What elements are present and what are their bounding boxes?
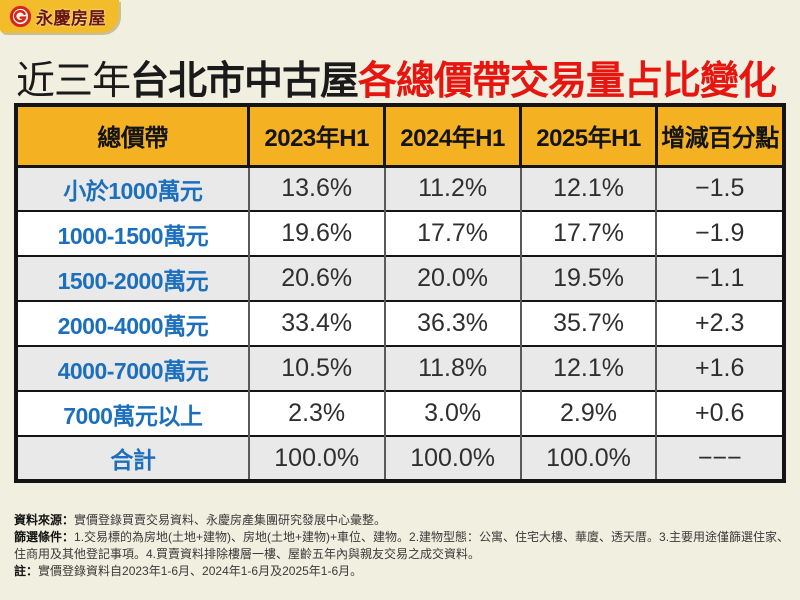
footnote-filters: 篩選條件：1.交易標的為房地(土地+建物)、房地(土地+建物)+車位、建物。2.… (14, 529, 790, 563)
footnote-note: 註：實價登錄資料自2023年1-6月、2024年1-6月及2025年1-6月。 (14, 563, 790, 580)
table-row: 小於1000萬元 13.6% 11.2% 12.1% −1.5 (16, 165, 784, 211)
title-part-period: 近三年 (16, 60, 131, 103)
footnote-filters-text: 1.交易標的為房地(土地+建物)、房地(土地+建物)+車位、建物。2.建物型態：… (14, 530, 790, 562)
value-cell: 12.1% (519, 165, 658, 211)
footnote-note-text: 實價登錄資料自2023年1-6月、2024年1-6月及2025年1-6月。 (38, 564, 363, 579)
brand-logo-icon (9, 5, 32, 28)
title-part-topic: 各總價帶交易量占比變化 (358, 60, 777, 103)
price-band-cell: 1000-1500萬元 (16, 210, 250, 256)
footnote-filters-label: 篩選條件： (14, 530, 75, 545)
price-band-cell: 7000萬元以上 (16, 390, 250, 436)
table-row: 1000-1500萬元 19.6% 17.7% 17.7% −1.9 (16, 210, 784, 256)
table-row: 2000-4000萬元 33.4% 36.3% 35.7% +2.3 (16, 300, 784, 346)
footnote-note-label: 註： (14, 564, 39, 579)
footnote-source-label: 資料來源： (14, 513, 75, 527)
column-header-diff: 增減百分點 (654, 103, 786, 168)
value-cell: 2.9% (519, 390, 658, 436)
value-cell: 20.0% (383, 255, 522, 301)
value-cell: 100.0% (383, 435, 522, 481)
value-cell: 11.2% (383, 165, 522, 211)
diff-cell: −−− (655, 435, 784, 481)
value-cell: 17.7% (519, 210, 658, 256)
table-row-total: 合計 100.0% 100.0% 100.0% −−− (16, 435, 784, 481)
value-cell: 11.8% (383, 345, 522, 391)
diff-cell: +1.6 (655, 345, 784, 391)
diff-cell: −1.5 (655, 165, 784, 211)
footnote-source: 資料來源：實價登錄買賣交易資料、永慶房產集團研究發展中心彙整。 (14, 512, 790, 529)
value-cell: 19.6% (247, 210, 386, 256)
table-container: 總價帶 2023年H1 2024年H1 2025年H1 增減百分點 小於1000… (14, 103, 786, 483)
diff-cell: −1.1 (655, 255, 784, 301)
value-cell: 17.7% (383, 210, 522, 256)
value-cell: 20.6% (247, 255, 386, 301)
value-cell: 100.0% (247, 435, 386, 481)
price-band-cell: 4000-7000萬元 (16, 345, 250, 391)
table-row: 1500-2000萬元 20.6% 20.0% 19.5% −1.1 (16, 255, 784, 301)
diff-cell: +0.6 (655, 390, 784, 436)
value-cell: 2.3% (247, 390, 386, 436)
value-cell: 19.5% (519, 255, 658, 301)
value-cell: 36.3% (383, 300, 522, 346)
column-header-band: 總價帶 (14, 103, 251, 168)
brand-badge: 永慶房屋 (0, 0, 119, 33)
table-row: 4000-7000萬元 10.5% 11.8% 12.1% +1.6 (16, 345, 784, 391)
footnote-source-text: 實價登錄買賣交易資料、永慶房產集團研究發展中心彙整。 (74, 513, 387, 527)
value-cell: 33.4% (247, 300, 386, 346)
diff-cell: +2.3 (655, 300, 784, 346)
title-part-subject: 台北市中古屋 (130, 60, 359, 103)
table-row: 7000萬元以上 2.3% 3.0% 2.9% +0.6 (16, 390, 784, 436)
diff-cell: −1.9 (655, 210, 784, 256)
price-band-cell: 小於1000萬元 (16, 165, 250, 211)
value-cell: 13.6% (247, 165, 386, 211)
column-header-2024h1: 2024年H1 (383, 103, 523, 168)
value-cell: 35.7% (519, 300, 658, 346)
table-header-row: 總價帶 2023年H1 2024年H1 2025年H1 增減百分點 (14, 103, 786, 168)
value-cell: 12.1% (519, 345, 658, 391)
price-band-table: 總價帶 2023年H1 2024年H1 2025年H1 增減百分點 小於1000… (14, 103, 786, 483)
page-title: 近三年台北市中古屋各總價帶交易量占比變化 (16, 50, 792, 106)
value-cell: 10.5% (247, 345, 386, 391)
price-band-cell: 1500-2000萬元 (16, 255, 250, 301)
column-header-2023h1: 2023年H1 (247, 103, 387, 168)
brand-logo-text: 永慶房屋 (36, 9, 106, 28)
price-band-cell: 2000-4000萬元 (16, 300, 250, 346)
value-cell: 3.0% (383, 390, 522, 436)
column-header-2025h1: 2025年H1 (519, 103, 658, 168)
footnotes: 資料來源：實價登錄買賣交易資料、永慶房產集團研究發展中心彙整。 篩選條件：1.交… (14, 512, 790, 580)
price-band-cell: 合計 (16, 435, 250, 481)
value-cell: 100.0% (519, 435, 658, 481)
